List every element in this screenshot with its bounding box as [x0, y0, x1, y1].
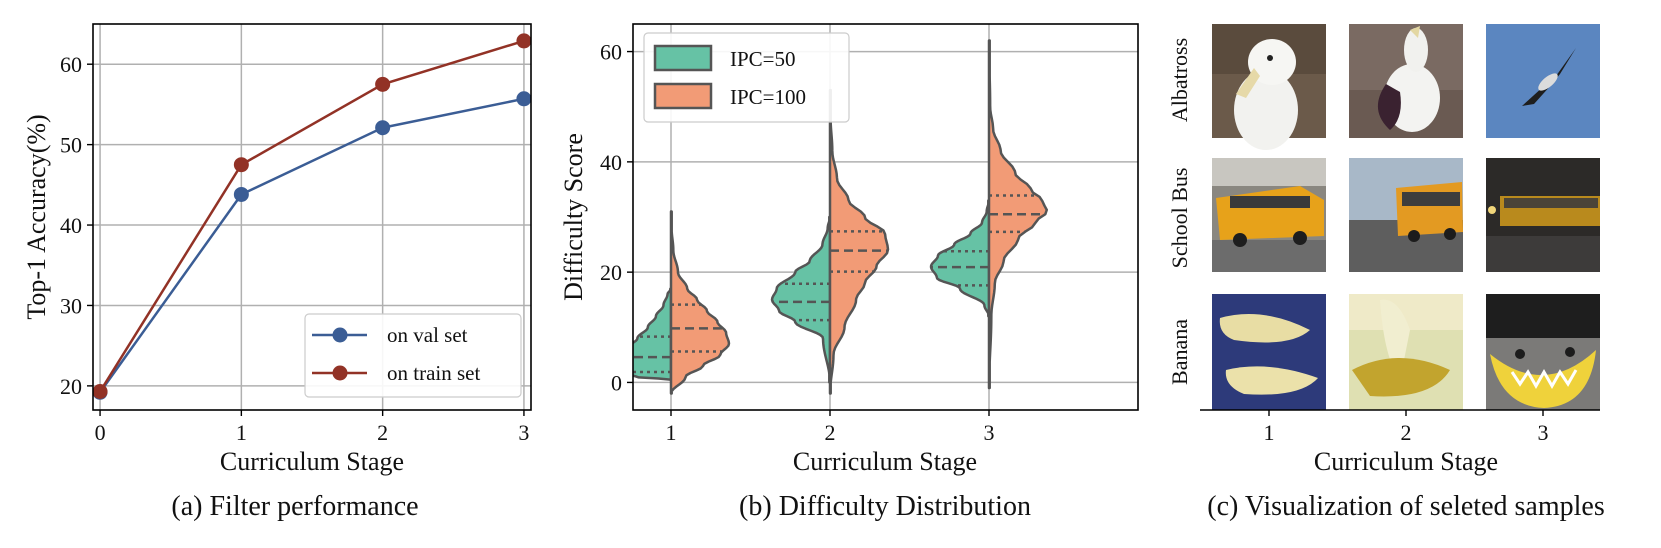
panel-a-xtick-label: 0 [95, 420, 106, 445]
row-label-banana-text: Banana [1167, 319, 1192, 385]
school-bus-stage-2-image [1349, 158, 1463, 272]
violin-ipc100-stage-2 [828, 88, 890, 395]
row-label-banana: Banana [1167, 319, 1192, 385]
panel-b-xtick-label: 3 [984, 420, 995, 445]
panel-a-line-chart: 0 1 2 3 20 30 40 50 60 Curriculum Stage Top-1 Ac… [22, 23, 532, 522]
panel-c-ticks: 1 2 3 [1264, 410, 1549, 445]
banana-stage-2-image [1349, 294, 1463, 410]
panel-a-xlabel: Curriculum Stage [220, 447, 404, 476]
panel-b-ytick-label: 60 [600, 40, 622, 65]
series-0-point-3 [516, 91, 531, 107]
panel-b-xtick-label: 1 [666, 420, 677, 445]
school-bus-stage-3-image [1486, 158, 1600, 272]
panel-a-xtick-label: 2 [377, 420, 388, 445]
banana-stage-1-image [1212, 294, 1326, 410]
albatross-stage-2-image [1349, 24, 1463, 138]
panel-b-ytick-label: 40 [600, 150, 622, 175]
panel-a-ticks: 0 1 2 3 20 30 40 50 60 [60, 52, 529, 445]
row-label-albatross-text: Albatross [1167, 38, 1192, 122]
panel-c-xtick-label: 2 [1401, 420, 1412, 445]
panel-b-ticks: 1 2 3 0 20 40 60 [600, 40, 995, 445]
legend-patch-ipc100 [653, 82, 713, 110]
banana-stage-3-image [1486, 294, 1600, 410]
panel-a-legend: on val set on train set [304, 313, 522, 398]
panel-c-xtick-label: 3 [1538, 420, 1549, 445]
violin-ipc50-stage-1 [633, 287, 673, 381]
panel-a-ytick-label: 60 [60, 52, 82, 77]
legend-marker-val [332, 327, 348, 343]
legend-label-train: on train set [387, 361, 480, 385]
legend-label-val: on val set [387, 323, 468, 347]
panel-a-ytick-label: 50 [60, 133, 82, 158]
series-1-point-0 [93, 384, 108, 400]
violin-ipc50-stage-2 [770, 215, 832, 384]
panel-a-ytick-label: 20 [60, 374, 82, 399]
panel-b-caption: (b) Difficulty Distribution [739, 491, 1031, 522]
panel-a-caption: (a) Filter performance [171, 491, 418, 522]
panel-c-xtick-label: 1 [1264, 420, 1275, 445]
panel-c-caption: (c) Visualization of seleted samples [1207, 491, 1604, 522]
panel-b-xtick-label: 2 [825, 420, 836, 445]
series-0-point-2 [375, 120, 391, 136]
albatross-stage-3-image [1486, 24, 1600, 138]
panel-b-violin-chart: 1 2 3 0 20 40 60 Curriculum Stage Difficulty S… [559, 23, 1139, 522]
panel-a-ytick-label: 30 [60, 293, 82, 318]
violin-ipc100-stage-1 [669, 210, 731, 395]
series-1-point-3 [516, 33, 531, 49]
panel-b-legend: IPC=50 IPC=100 [643, 32, 850, 123]
series-line-1 [99, 39, 525, 393]
series-1-point-2 [375, 76, 391, 92]
panel-c-xlabel: Curriculum Stage [1314, 447, 1498, 476]
row-label-school-bus-text: School Bus [1167, 168, 1192, 269]
panel-b-xlabel: Curriculum Stage [793, 447, 977, 476]
row-label-albatross: Albatross [1167, 38, 1192, 122]
panel-c-sample-grid: Albatross School Bus Banana [1167, 24, 1605, 522]
albatross-stage-1-image [1212, 24, 1326, 150]
series-line-0 [99, 97, 525, 394]
series-1-point-1 [233, 157, 249, 173]
panel-b-ylabel: Difficulty Score [559, 133, 588, 301]
violin-ipc50-stage-3 [929, 199, 991, 318]
series-0-point-1 [233, 186, 249, 202]
panel-b-violins [633, 39, 1049, 395]
panel-b-ytick-label: 20 [600, 260, 622, 285]
legend-label-ipc100: IPC=100 [730, 85, 806, 109]
panel-a-xtick-label: 3 [518, 420, 529, 445]
panel-b-ytick-label: 0 [611, 370, 622, 395]
school-bus-stage-1-image [1212, 158, 1326, 272]
panel-b-frame [632, 23, 1139, 411]
panel-a-ylabel: Top-1 Accuracy(%) [22, 114, 51, 319]
panel-a-frame [92, 23, 532, 411]
panel-a-xtick-label: 1 [236, 420, 247, 445]
legend-label-ipc50: IPC=50 [730, 47, 796, 71]
legend-marker-train [332, 365, 348, 381]
row-label-school-bus: School Bus [1167, 168, 1192, 269]
panel-a-series [93, 33, 531, 400]
panel-a-ytick-label: 40 [60, 213, 82, 238]
legend-patch-ipc50 [653, 44, 713, 72]
